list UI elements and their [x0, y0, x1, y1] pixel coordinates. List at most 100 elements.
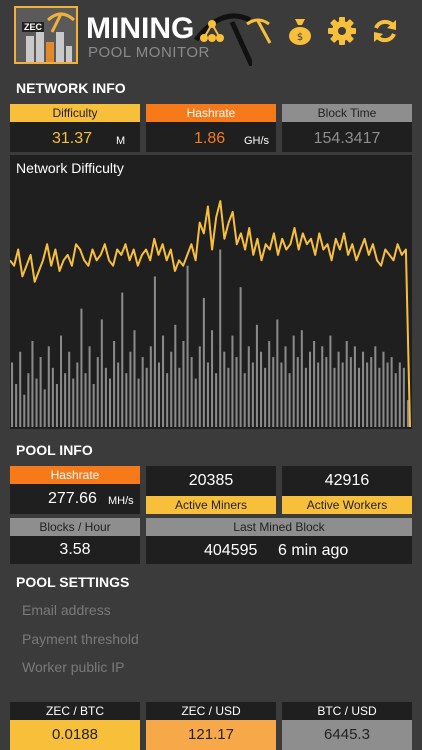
last-mined-block: 404595 — [204, 542, 258, 559]
money-bag-icon[interactable]: $ — [283, 14, 317, 48]
chart-bar — [31, 340, 34, 427]
chart-bar — [133, 330, 136, 427]
chart-bar — [362, 351, 365, 427]
active-miners-card: 20385 Active Miners — [146, 466, 276, 514]
difficulty-unit: M — [116, 135, 126, 147]
chart-bar — [174, 324, 177, 427]
chart-bar — [398, 362, 401, 427]
ticker-btc-usd-label: BTC / USD — [282, 702, 412, 720]
chart-bar — [223, 351, 226, 427]
refresh-icon[interactable] — [368, 14, 402, 48]
chart-bar — [178, 367, 181, 427]
chart-bar — [125, 373, 128, 427]
chart-bar — [80, 308, 83, 427]
blocks-per-hour-label: Blocks / Hour — [10, 518, 140, 536]
chart-bar — [51, 367, 54, 427]
email-field[interactable]: Email address — [22, 602, 111, 618]
chart-bar — [104, 367, 107, 427]
worker-ip-field[interactable]: Worker public IP — [22, 659, 125, 675]
chart-bar — [374, 346, 377, 427]
app-title: MINING — [86, 12, 195, 45]
chart-bar — [190, 357, 193, 427]
pool-hashrate-label: Hashrate — [10, 466, 140, 484]
difficulty-card: Difficulty 31.37 M — [10, 104, 140, 152]
chart-bar — [219, 249, 222, 427]
chart-bar — [108, 378, 112, 427]
chart-bar — [141, 357, 144, 427]
chart-bar — [113, 340, 116, 427]
chart-bar — [333, 367, 336, 427]
ticker-btc-usd-value: 6445.3 — [282, 720, 412, 750]
chart-bar — [239, 287, 242, 427]
block-time-card: Block Time 154.3417 — [282, 104, 412, 152]
chart-bar — [43, 389, 46, 427]
chart-bar — [166, 373, 169, 427]
chart-bar — [394, 373, 397, 427]
ticker-zec-usd: ZEC / USD 121.17 — [146, 702, 276, 750]
last-mined-card: Last Mined Block 404595 6 min ago — [146, 518, 412, 564]
chart-bar — [68, 351, 71, 427]
chart-bar — [378, 367, 381, 427]
chart-bar — [47, 346, 50, 427]
chart-bar — [382, 351, 385, 427]
chart-bar — [215, 373, 218, 427]
chart-bar — [321, 346, 324, 427]
chart-bar — [276, 319, 279, 427]
chart-bar — [117, 362, 120, 427]
chart-bar — [206, 362, 209, 427]
chart-bar — [366, 362, 369, 427]
chart-bar — [198, 346, 201, 427]
chart-bar — [357, 367, 360, 427]
chart-bar — [72, 378, 75, 427]
chart-title: Network Difficulty — [16, 160, 124, 176]
pool-settings-title: POOL SETTINGS — [16, 574, 130, 590]
chart-bar — [370, 357, 373, 427]
gear-icon[interactable] — [325, 14, 359, 48]
chart-bar — [313, 340, 316, 427]
chart-bar — [19, 351, 22, 427]
ticker-zec-btc-value: 0.0188 — [10, 720, 140, 750]
ticker-zec-usd-label: ZEC / USD — [146, 702, 276, 720]
pool-hashrate-unit: MH/s — [108, 495, 134, 507]
chart-bar — [268, 340, 271, 427]
pool-hashrate-card: Hashrate 277.66 MH/s — [10, 466, 140, 514]
network-hashrate-card: Hashrate 1.86 GH/s — [146, 104, 276, 152]
chart-bar — [227, 367, 230, 427]
chart-bar — [137, 378, 140, 427]
chart-bar — [23, 394, 26, 427]
network-hashrate-label: Hashrate — [146, 104, 276, 122]
chart-bar — [337, 351, 340, 427]
chart-bar — [64, 373, 67, 427]
difficulty-line — [10, 200, 411, 428]
difficulty-label: Difficulty — [10, 104, 140, 122]
chart-bar — [280, 362, 283, 427]
network-hashrate-unit: GH/s — [244, 135, 270, 147]
last-mined-ago: 6 min ago — [278, 542, 349, 559]
chart-bar — [235, 357, 238, 427]
chart-bar — [300, 330, 303, 427]
pickaxe-icon[interactable] — [241, 14, 275, 48]
blocks-per-hour-card: Blocks / Hour 3.58 — [10, 518, 140, 564]
chart-bar — [162, 335, 165, 427]
chart-bar — [170, 351, 173, 427]
chart-bar — [92, 383, 95, 427]
chart-bar — [345, 340, 348, 427]
chart-bar — [325, 357, 328, 427]
ticker-zec-btc-label: ZEC / BTC — [10, 702, 140, 720]
chart-bar — [402, 367, 405, 427]
chart-bar — [284, 346, 287, 427]
network-icon — [192, 10, 252, 66]
blocks-per-hour-value: 3.58 — [59, 541, 91, 558]
difficulty-value: 31.37 — [52, 130, 93, 147]
chart-bar — [390, 357, 393, 427]
payment-threshold-field[interactable]: Payment threshold — [22, 631, 139, 647]
chart-bar — [35, 378, 38, 427]
ticker-zec-btc: ZEC / BTC 0.0188 — [10, 702, 140, 750]
chart-bar — [308, 351, 312, 427]
logo-text: ZEC — [22, 22, 44, 32]
chart-bar — [88, 346, 91, 427]
chart-bar — [317, 362, 320, 427]
chart-bar — [15, 383, 18, 427]
pool-info-title: POOL INFO — [16, 442, 93, 458]
network-info-title: NETWORK INFO — [16, 80, 126, 96]
